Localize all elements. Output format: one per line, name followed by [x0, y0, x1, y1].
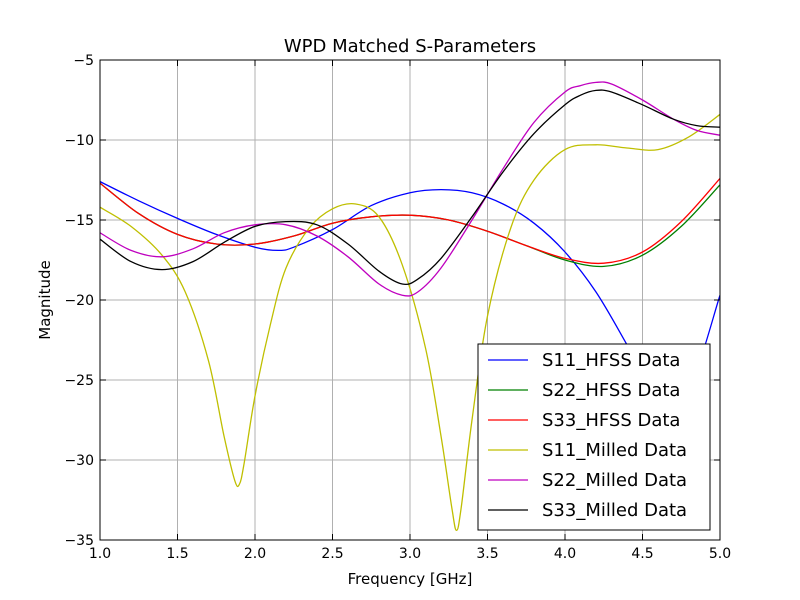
x-tick-label: 1.5 — [166, 546, 188, 562]
legend-label: S11_Milled Data — [542, 440, 687, 461]
legend-label: S11_HFSS Data — [542, 350, 680, 371]
x-tick-label: 4.5 — [631, 546, 653, 562]
legend-label: S33_Milled Data — [542, 500, 687, 521]
x-tick-label: 1.0 — [89, 546, 111, 562]
series-line-4 — [100, 113, 720, 532]
x-tick-label: 2.0 — [244, 546, 266, 562]
x-axis-title: Frequency [GHz] — [348, 570, 473, 588]
legend-box — [477, 343, 711, 531]
y-tick-label: −15 — [64, 213, 94, 229]
legend-label: S33_HFSS Data — [542, 410, 680, 431]
y-tick-label: −25 — [64, 373, 94, 389]
y-axis-title: Magnitude — [36, 260, 54, 339]
series-line-6 — [100, 89, 720, 286]
x-tick-label: 5.0 — [709, 546, 731, 562]
grid-lines — [100, 60, 720, 540]
y-tick-label: −35 — [64, 533, 94, 549]
y-tick-label: −30 — [64, 453, 94, 469]
y-tick-label: −10 — [64, 133, 94, 149]
x-tick-label: 2.5 — [321, 546, 343, 562]
legend-label: S22_Milled Data — [542, 470, 687, 491]
chart-title: WPD Matched S-Parameters — [284, 36, 536, 57]
x-ticks: 1.0 1.5 2.0 2.5 3.0 3.5 4.0 4.5 5.0 — [89, 60, 731, 562]
x-tick-label: 4.0 — [554, 546, 576, 562]
legend: S11_HFSS Data S22_HFSS Data S33_HFSS Data S… — [477, 343, 711, 531]
x-tick-label: 3.5 — [476, 546, 498, 562]
y-ticks: −5 −10 −15 −20 −25 −30 −35 — [64, 53, 720, 549]
y-tick-label: −5 — [73, 53, 94, 69]
y-tick-label: −20 — [64, 293, 94, 309]
x-tick-label: 3.0 — [399, 546, 421, 562]
legend-label: S22_HFSS Data — [542, 380, 680, 401]
series-line-5 — [100, 81, 720, 297]
